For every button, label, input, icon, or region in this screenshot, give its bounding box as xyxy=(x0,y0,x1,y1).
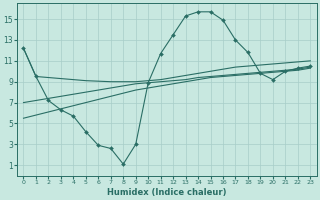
X-axis label: Humidex (Indice chaleur): Humidex (Indice chaleur) xyxy=(107,188,227,197)
